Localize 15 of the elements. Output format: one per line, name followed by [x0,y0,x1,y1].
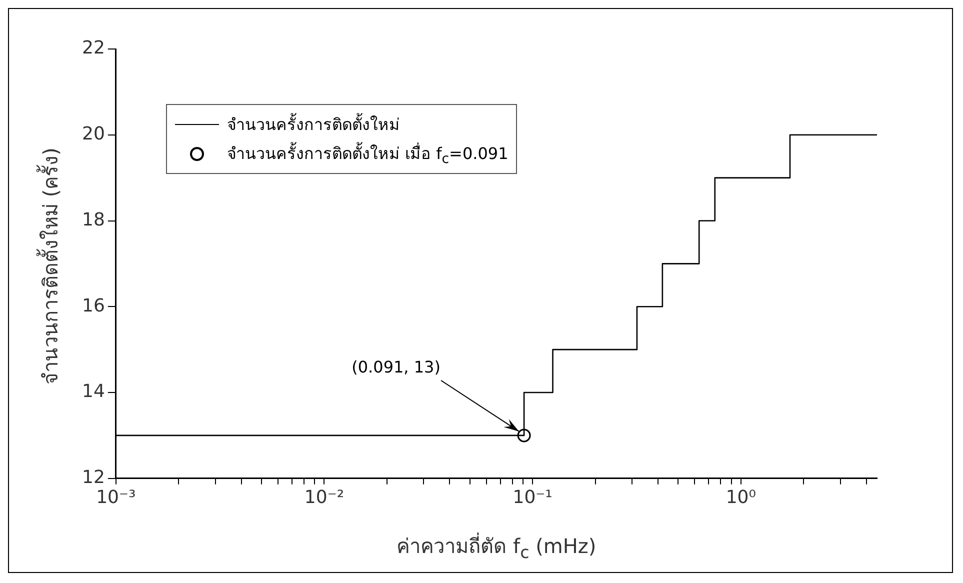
legend-label: จำนวนครั้งการติดตั้งใหม่ [226,112,400,136]
y-tick-label: 12 [82,467,105,488]
y-tick-label: 20 [82,124,105,145]
legend-label: จำนวนครั้งการติดตั้งใหม่ เมื่อ f$_{c}$=0.091 [226,141,508,168]
x-axis-title: ค่าความถี่ตัด f$_{c}$ (mHz) [396,532,598,562]
y-tick-label: 18 [82,209,105,230]
annotation: (0.091, 13) [352,358,440,377]
x-tick-label: 10⁰ [726,486,756,508]
x-tick-label: 10⁻² [304,486,344,508]
x-tick-label: 10⁻¹ [512,486,552,508]
y-tick-label: 22 [82,38,105,59]
y-tick-label: 14 [82,381,105,402]
y-tick-label: 16 [82,295,105,316]
x-tick-label: 10⁻³ [96,486,136,508]
y-axis-title: จำนวนการติดตั้งใหม่ (ครั้ง) [35,146,64,386]
